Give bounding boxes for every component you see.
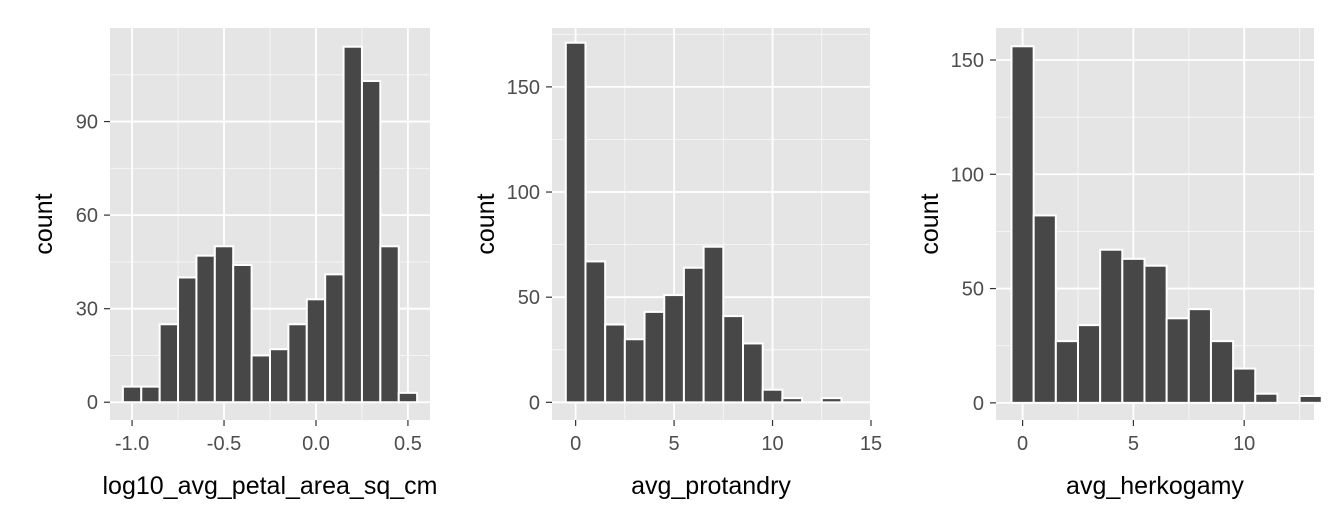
petal-area-bar-13: [360, 80, 382, 404]
petal-area-bar-2: [158, 323, 180, 404]
protandry-x-tick-label: 0: [570, 433, 581, 455]
protandry-y-tick-label: 100: [507, 182, 540, 204]
herkogamy-bar-0: [1010, 45, 1035, 404]
petal-area-x-tick-label: -0.5: [207, 433, 241, 455]
protandry-bar-1: [584, 260, 607, 404]
petal-area-bar-1: [140, 385, 161, 404]
petal-area-bar-3: [177, 276, 198, 404]
protandry-bar-10: [761, 388, 784, 404]
petal-area-y-axis-title: count: [30, 193, 58, 254]
protandry-bar-13: [820, 397, 843, 404]
petal-area-bar-0: [121, 385, 143, 404]
protandry-bar-0: [564, 41, 587, 404]
petal-area-bar-15: [397, 391, 419, 404]
protandry-x-tick-label: 5: [669, 433, 680, 455]
herkogamy-bar-5: [1121, 257, 1146, 404]
petal-area-x-axis-title: log10_avg_petal_area_sq_cm: [103, 472, 438, 500]
herkogamy-y-axis-title: count: [916, 193, 944, 254]
petal-area-bar-11: [324, 273, 345, 404]
petal-area-x-tick-label: 0.0: [302, 433, 330, 455]
herkogamy-bar-1: [1032, 214, 1057, 404]
protandry-bar-4: [643, 310, 666, 404]
herkogamy-bar-2: [1054, 340, 1079, 404]
protandry-y-axis-title: count: [472, 193, 500, 254]
petal-area-bar-4: [195, 254, 216, 404]
herkogamy-x-axis-title: avg_herkogamy: [1066, 472, 1244, 500]
petal-area-bar-10: [305, 298, 327, 404]
petal-area-bar-14: [379, 245, 400, 404]
protandry-bar-6: [682, 266, 705, 404]
protandry-bar-7: [702, 245, 725, 404]
herkogamy-bar-4: [1099, 248, 1124, 404]
herkogamy-bar-8: [1187, 308, 1212, 404]
protandry-bar-9: [741, 342, 764, 404]
herkogamy-y-tick-label: 100: [951, 164, 984, 186]
protandry-x-axis-title: avg_protandry: [631, 472, 791, 500]
herkogamy-bar-11: [1254, 392, 1279, 404]
protandry-x-tick-label: 10: [761, 433, 783, 455]
protandry-bar-8: [722, 315, 744, 404]
petal-area-y-tick-label: 60: [76, 205, 98, 227]
protandry-bar-3: [623, 338, 646, 404]
protandry-y-tick-label: 150: [507, 77, 540, 99]
panel-petal-area: -1.0 -0.5 0.0 0.5 0 30 60 90 log10_avg_petal_are…: [30, 28, 437, 500]
herkogamy-bar-3: [1076, 324, 1102, 404]
petal-area-bar-7: [250, 354, 271, 404]
protandry-bar-5: [663, 294, 685, 404]
petal-area-y-tick-label: 0: [87, 392, 98, 414]
petal-area-y-tick-label: 30: [76, 299, 98, 321]
petal-area-bar-5: [213, 245, 235, 404]
protandry-bar-2: [604, 323, 626, 404]
protandry-y-tick-label: 0: [529, 392, 540, 414]
petal-area-bar-6: [232, 264, 253, 404]
herkogamy-y-tick-label: 0: [973, 393, 984, 415]
petal-area-bar-12: [342, 45, 363, 404]
herkogamy-x-tick-label: 0: [1017, 433, 1028, 455]
herkogamy-x-tick-label: 5: [1128, 433, 1139, 455]
protandry-bar-11: [781, 397, 804, 404]
herkogamy-bar-10: [1232, 367, 1257, 404]
petal-area-bar-8: [269, 348, 290, 404]
protandry-x-tick-label: 15: [860, 433, 882, 455]
herkogamy-y-tick-label: 50: [962, 279, 984, 301]
petal-area-x-tick-label: 0.5: [394, 433, 422, 455]
herkogamy-bar-13: [1298, 395, 1323, 404]
petal-area-y-tick-label: 90: [76, 112, 98, 134]
herkogamy-bar-9: [1209, 340, 1235, 404]
herkogamy-bar-6: [1143, 264, 1168, 404]
petal-area-x-tick-label: -1.0: [115, 433, 149, 455]
protandry-y-tick-label: 50: [518, 287, 540, 309]
herkogamy-y-tick-label: 150: [951, 50, 984, 72]
herkogamy-bar-7: [1165, 317, 1190, 404]
petal-area-bar-9: [287, 323, 308, 404]
herkogamy-x-tick-label: 10: [1233, 433, 1255, 455]
